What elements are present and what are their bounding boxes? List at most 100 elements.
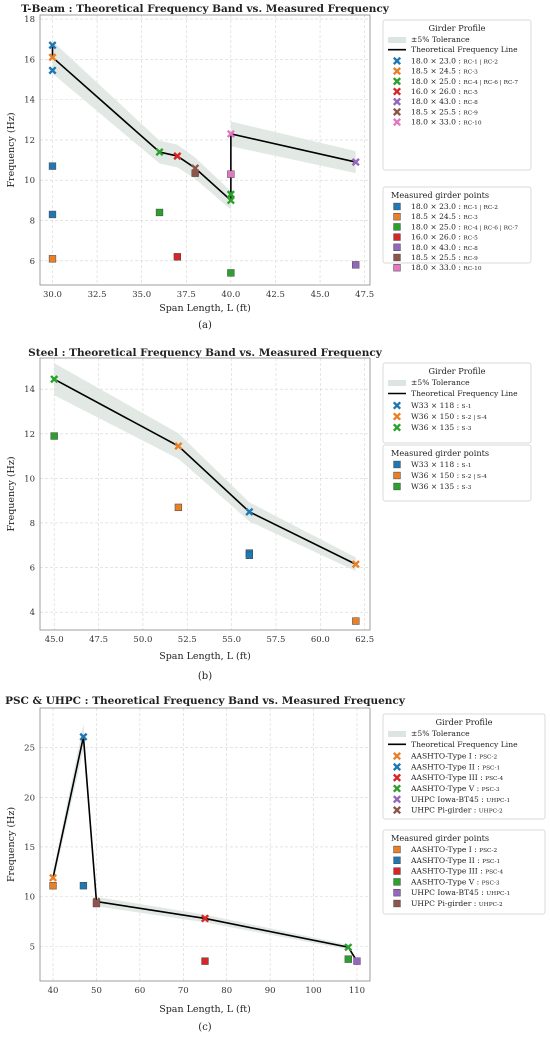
legend-theory-entry-1-tag: RC-3 [463, 70, 478, 76]
legend-measured-entry-0-tag: S-1 [462, 463, 472, 469]
legend-theory-entry-2-name: AASHTO-Type III : [410, 773, 485, 782]
legend-theory-marker-2 [392, 423, 402, 432]
legend-theory-marker-1-stroke-b [392, 762, 402, 771]
measured-point-1-1 [352, 617, 360, 625]
legend-theory-entry-1-name: AASHTO-Type II : [410, 762, 482, 771]
theory-point-1-0 [79, 732, 88, 741]
y-tick-label: 8 [30, 217, 35, 227]
legend-measured-entry-2-tag: PSC-4 [485, 870, 503, 876]
legend-theory-entry-3: 16.0 × 26.0 : RC-5 [411, 87, 478, 96]
legend-theory-entry-3-tag: RC-5 [463, 90, 478, 96]
legend-theory-entry-2: 18.0 × 25.0 : RC-4 | RC-6 | RC-7 [411, 77, 518, 86]
theory-point-4-0 [351, 158, 360, 167]
theory-point-4-0-stroke-b [352, 957, 362, 966]
legend-measured-entry-0: W33 × 118 : S-1 [411, 460, 471, 469]
legend-theory-entry-3-name: AASHTO-Type V : [410, 784, 482, 793]
legend-theory-entry-4-tag: UHPC-1 [486, 798, 510, 804]
legend-measured-entry-1-name: 18.5 × 24.5 : [411, 212, 463, 221]
legend-measured-box [382, 829, 546, 915]
legend-theory-entry-1: AASHTO-Type II : PSC-1 [410, 762, 500, 771]
legend-tolerance-swatch [388, 37, 406, 43]
theory-point-5-0 [92, 897, 101, 906]
measured-point-0-1 [245, 551, 254, 559]
legend-measured-entry-1-tag: RC-3 [463, 215, 478, 221]
theory-point-1-1-stroke-b [351, 560, 360, 569]
y-tick-label: 8 [30, 519, 35, 529]
legend-measured-marker-0 [393, 845, 401, 854]
legend-theory-entry-0: W33 × 118 : S-1 [411, 401, 471, 410]
y-tick-label: 4 [30, 608, 35, 618]
measured-point-1-0 [174, 503, 183, 512]
legend-theory-marker-2 [392, 77, 402, 86]
legend-measured-entry-6: 18.0 × 33.0 : RC-10 [411, 263, 482, 272]
theory-point-2-2-stroke-b [226, 196, 235, 205]
theory-point-1-0 [174, 442, 183, 451]
x-tick-label: 32.5 [88, 290, 107, 300]
legend-theory-entry-5-name: 18.5 × 25.5 : [411, 107, 463, 116]
theory-point-2-1-stroke-b [226, 190, 235, 199]
legend-theory-entry-0-tag: S-1 [462, 404, 472, 410]
theory-point-4-0 [352, 957, 362, 966]
psc-uhpc-chart: PSC & UHPC : Theoretical Frequency Band … [5, 695, 546, 1033]
legend-measured-entry-0-tag: RC-1 | RC-2 [463, 205, 498, 211]
theoretical-frequency-line [53, 378, 357, 565]
theory-point-2-1 [226, 190, 235, 199]
steel-chart: Steel : Theoretical Frequency Band vs. M… [6, 347, 532, 682]
legend-theory-entry-1: 18.5 × 24.5 : RC-3 [411, 67, 478, 76]
theory-point-3-0 [344, 943, 353, 952]
measured-point-6-0 [227, 170, 235, 178]
theory-point-1-0-stroke-b [48, 53, 57, 62]
legend-tolerance-label: ±5% Tolerance [411, 35, 470, 44]
legend-theory-entry-3-tag: PSC-3 [482, 787, 500, 793]
legend-theory-entry-4: UHPC Iowa-BT45 : UHPC-1 [411, 795, 510, 804]
theory-point-2-0 [50, 375, 59, 384]
x-tick-label: 47.5 [89, 635, 108, 645]
legend-theory-entry-5: UHPC Pi-girder : UHPC-2 [411, 806, 503, 815]
theory-point-6-0-stroke-b [226, 129, 235, 138]
x-tick-label: 37.5 [177, 290, 196, 300]
theory-point-2-0 [155, 147, 164, 157]
legend-theory-marker-2-stroke-b [392, 773, 402, 782]
legend-theory-entry-0-name: 18.0 × 23.0 : [411, 56, 463, 65]
legend-theory-entry-5-name: UHPC Pi-girder : [411, 806, 479, 815]
legend-theory-marker-1-stroke-b [392, 67, 402, 76]
theory-point-0-0 [48, 873, 58, 882]
legend-profile-box [382, 713, 546, 820]
legend-theory-entry-1-tag: S-2 | S-4 [462, 415, 488, 421]
y-axis-label: Frequency (Hz) [6, 807, 17, 882]
y-tick-label: 12 [24, 430, 35, 440]
x-tick-label: 70 [178, 986, 189, 996]
legend-measured-marker-0 [393, 460, 401, 469]
legend-theory-marker-3 [392, 87, 402, 96]
legend-measured-entry-5-name: UHPC Pi-girder : [411, 899, 479, 908]
legend-theory-marker-1-stroke-b [392, 412, 402, 421]
legend-theory-label: Theoretical Frequency Line [411, 389, 518, 398]
legend-theory-marker-2 [392, 773, 402, 782]
legend-measured-box [382, 444, 532, 502]
legend-measured-entry-0-name: W33 × 118 : [411, 460, 462, 469]
y-tick-label: 6 [30, 564, 35, 574]
figure-caption: (c) [198, 1022, 212, 1033]
measured-point-0-1 [48, 210, 57, 219]
legend-theory-entry-2-name: 18.0 × 25.0 : [411, 77, 463, 86]
legend-measured-entry-5: UHPC Pi-girder : UHPC-2 [411, 899, 503, 908]
legend-measured-entry-0: AASHTO-Type I : PSC-2 [410, 845, 497, 854]
legend-measured-entry-1: AASHTO-Type II : PSC-1 [410, 856, 500, 865]
legend-theory-entry-0-name: W33 × 118 : [411, 401, 462, 410]
grid [40, 708, 370, 981]
x-tick-label: 40.0 [221, 290, 240, 300]
x-tick-label: 60 [134, 986, 145, 996]
legend-theory-marker-5-stroke-b [392, 107, 402, 116]
legend-theory-entry-5-tag: RC-9 [463, 110, 478, 116]
legend-theory-entry-6-name: 18.0 × 33.0 : [411, 118, 463, 127]
legend-measured-entry-4-tag: RC-8 [463, 246, 478, 252]
tolerance-band [54, 363, 356, 572]
legend-theory-entry-5: 18.5 × 25.5 : RC-9 [411, 107, 478, 116]
theory-point-0-0 [245, 507, 254, 516]
y-tick-label: 14 [24, 385, 35, 395]
legend-measured-entry-1-name: AASHTO-Type II : [410, 856, 482, 865]
legend-measured-marker-4 [393, 889, 401, 897]
theory-point-3-0 [173, 151, 182, 161]
x-tick-label: 50 [91, 986, 102, 996]
figure-caption: (b) [198, 671, 212, 682]
